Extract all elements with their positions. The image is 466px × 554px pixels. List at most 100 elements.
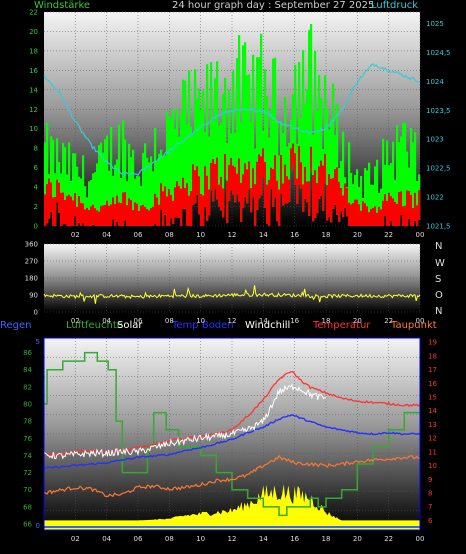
wind-bar [218,184,221,207]
temperature-y-tick-12: 12 [428,435,437,443]
gust-bar [182,79,185,209]
wind-bar [108,205,111,226]
wind-bar [380,209,383,226]
wind-bar [198,176,201,215]
wind-bar [140,205,143,226]
climate-x-tick-16: 16 [290,535,299,543]
gust-bar [142,152,145,226]
gust-bar [222,93,225,218]
wind-bar [74,193,77,216]
direction-y-tick-360: 360 [25,241,38,249]
gust-bar [166,111,169,226]
wind-bar [70,196,73,226]
gust-bar [176,108,179,218]
wind-bar [102,205,105,226]
compass-north: N [435,241,443,252]
wind-bar [416,205,419,226]
gust-bar [120,178,123,226]
temperature-y-tick-13: 13 [428,421,437,429]
wind-bar [60,192,63,226]
gust-bar [242,45,245,208]
gust-bar [316,111,319,214]
temperature-y-tick-16: 16 [428,380,437,388]
wind-bar [212,159,215,202]
climate-x-tick-12: 12 [228,535,237,543]
wind-bar [242,174,245,208]
wind-bar [154,193,157,224]
gust-bar [366,170,369,226]
gust-bar [328,129,331,217]
wind-bar [86,207,89,226]
humidity-y-tick-70: 70 [23,486,32,494]
gust-bar [256,57,259,210]
gust-bar [224,77,227,179]
wind-bar [202,195,205,226]
direction-x-tick-22: 22 [384,317,393,325]
gust-bar [264,69,267,208]
wind-bar [350,204,353,226]
pressure-y-tick-1023,5: 1023,5 [426,107,451,115]
gust-bar [404,122,407,226]
wind-bar [168,189,171,226]
climate-x-tick-20: 20 [353,535,362,543]
wind-bar [402,206,405,226]
compass-north-2: N [435,306,443,317]
wind-bar [190,190,193,226]
gust-bar [202,90,205,226]
wind-bar [270,167,273,189]
gust-bar [130,157,133,226]
wind-bar [358,204,361,226]
gust-bar [244,42,247,197]
legend-dewpoint: Taupunkt [391,320,437,331]
direction-y-tick-270: 270 [25,258,38,266]
wind-x-tick-04: 04 [102,231,111,239]
gust-bar [236,58,239,195]
humidity-y-tick-72: 72 [23,469,32,477]
rain-y-tick-0: 0 [36,522,40,530]
wind-bar [364,203,367,226]
wind-bar [286,176,289,204]
wind-bar [328,174,331,217]
wind-bar [76,206,79,226]
wind-bar [186,183,189,226]
gust-bar [218,125,221,207]
wind-bar [384,194,387,216]
direction-x-tick-08: 08 [165,317,174,325]
gust-bar [150,156,153,226]
pressure-y-tick-1024: 1024 [426,78,444,86]
wind-bar [240,182,243,222]
pressure-y-tick-1021,5: 1021,5 [426,223,451,231]
legend-humidity: Luftfeuchte [66,320,123,331]
wind-bar [92,204,95,225]
wind-speed-header: Windstärke [34,0,91,11]
gust-bar [200,109,203,226]
gust-bar [348,142,351,226]
wind-bar [96,210,99,226]
wind-bar [338,181,341,223]
wind-bar [374,206,377,226]
gust-bar [336,103,339,215]
wind-bar [98,211,101,226]
gust-bar [126,181,129,226]
wind-x-tick-22: 22 [384,231,393,239]
gust-bar [210,62,213,191]
legend-solar: Solar [117,320,143,331]
wind-bar [182,177,185,209]
gust-bar [258,57,261,199]
gust-bar [248,74,251,190]
gust-bar [84,186,87,226]
gust-bar [412,142,415,226]
gust-bar [116,159,119,222]
wind-bar [122,192,125,226]
wind-bar [142,204,145,226]
gust-bar [390,163,393,222]
pressure-y-tick-1023: 1023 [426,136,444,144]
gust-bar [330,119,333,223]
wind-bar [234,166,237,203]
pressure-y-tick-1025: 1025 [426,20,444,28]
gust-bar [370,184,373,226]
gust-bar [392,141,395,226]
wind-y-tick-10: 10 [29,125,38,133]
gust-bar [186,124,189,226]
direction-y-tick-0: 0 [34,309,38,317]
